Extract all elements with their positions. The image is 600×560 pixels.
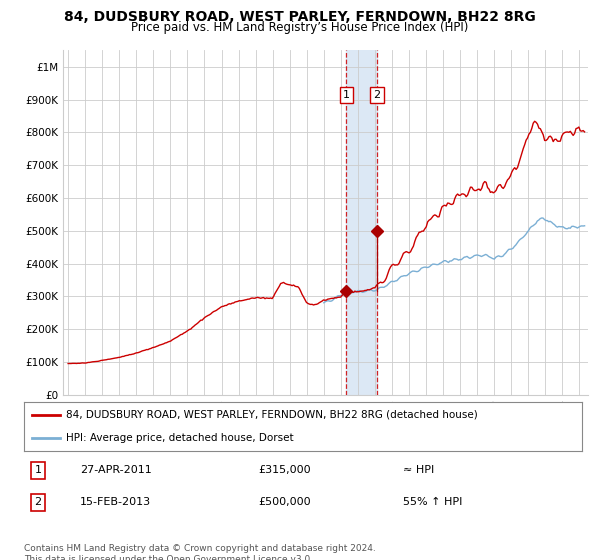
Text: 1: 1 (343, 90, 350, 100)
Text: Contains HM Land Registry data © Crown copyright and database right 2024.
This d: Contains HM Land Registry data © Crown c… (24, 544, 376, 560)
Text: £500,000: £500,000 (259, 497, 311, 507)
Text: 1: 1 (34, 465, 41, 475)
Bar (346, 50, 377, 395)
Text: 15-FEB-2013: 15-FEB-2013 (80, 497, 151, 507)
Text: ≈ HPI: ≈ HPI (403, 465, 434, 475)
Text: 2: 2 (373, 90, 380, 100)
Text: 27-APR-2011: 27-APR-2011 (80, 465, 152, 475)
Text: Price paid vs. HM Land Registry’s House Price Index (HPI): Price paid vs. HM Land Registry’s House … (131, 21, 469, 34)
Text: 55% ↑ HPI: 55% ↑ HPI (403, 497, 463, 507)
Text: 84, DUDSBURY ROAD, WEST PARLEY, FERNDOWN, BH22 8RG (detached house): 84, DUDSBURY ROAD, WEST PARLEY, FERNDOWN… (66, 410, 478, 420)
Text: 84, DUDSBURY ROAD, WEST PARLEY, FERNDOWN, BH22 8RG: 84, DUDSBURY ROAD, WEST PARLEY, FERNDOWN… (64, 10, 536, 24)
Text: HPI: Average price, detached house, Dorset: HPI: Average price, detached house, Dors… (66, 433, 293, 444)
Text: 2: 2 (34, 497, 41, 507)
Text: £315,000: £315,000 (259, 465, 311, 475)
